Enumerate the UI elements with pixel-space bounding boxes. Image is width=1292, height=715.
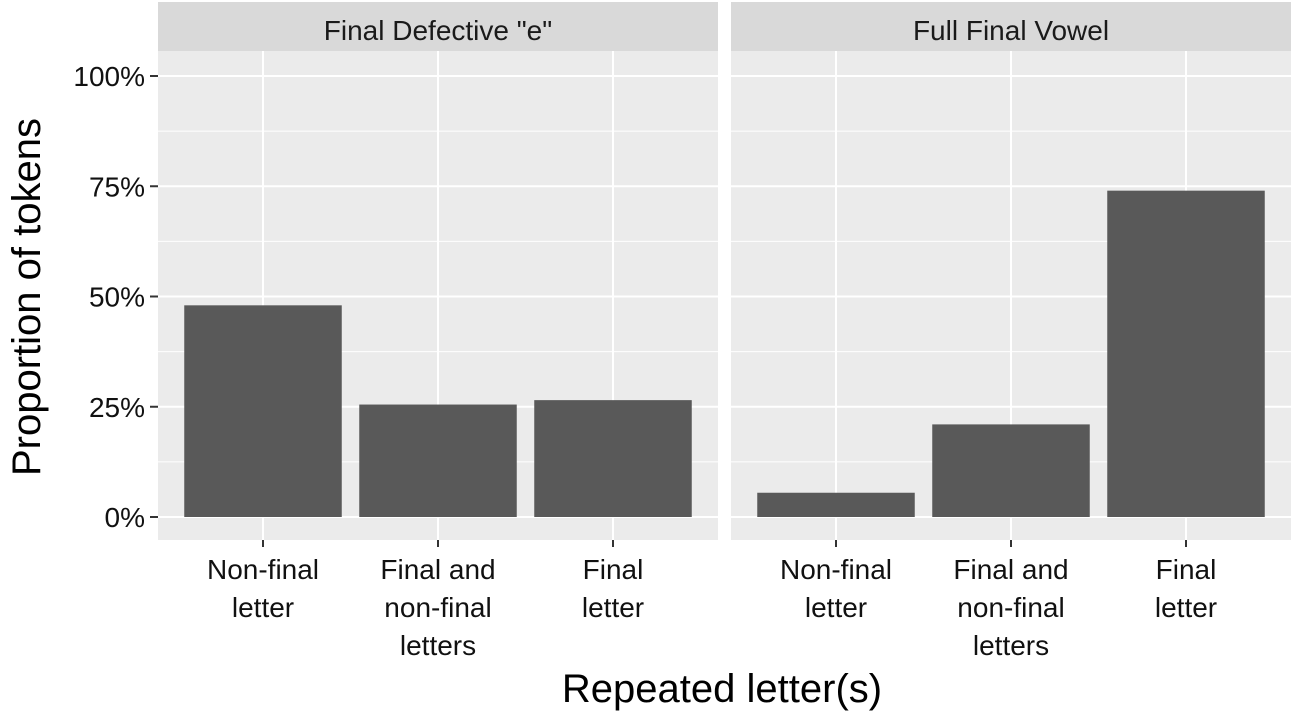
bar (932, 424, 1090, 517)
y-tick-label: 25% (89, 392, 145, 423)
y-tick-label: 0% (105, 502, 145, 533)
x-tick-label: Non-final letter (207, 554, 319, 623)
facet-title: Full Final Vowel (913, 15, 1109, 46)
y-tick-label: 50% (89, 282, 145, 313)
panels-layer: Final Defective "e" Full Final Vowel (158, 2, 1291, 540)
bar (757, 492, 915, 517)
bar (534, 400, 692, 517)
bar (184, 305, 342, 517)
y-axis: 0% 25% 50% 75% 100% (73, 61, 158, 533)
y-tick-label: 75% (89, 171, 145, 202)
bar (359, 404, 517, 517)
x-axis-title: Repeated letter(s) (562, 667, 882, 711)
facet-panel: Full Final Vowel (731, 2, 1291, 540)
y-axis-title: Proportion of tokens (5, 118, 49, 476)
facet-panel: Final Defective "e" (158, 2, 718, 540)
x-tick-label: Final letter (1155, 554, 1217, 623)
facet-strip (731, 2, 1291, 51)
bar (1107, 190, 1265, 517)
y-tick-label: 100% (73, 61, 145, 92)
x-tick-label: Final letter (582, 554, 644, 623)
x-tick-label: Final and non-final letters (953, 554, 1068, 661)
facet-title: Final Defective "e" (324, 15, 552, 46)
x-axis: Non-final letter Final and non-final letters… (207, 540, 1217, 661)
facet-strip (158, 2, 718, 51)
x-tick-label: Final and non-final letters (380, 554, 495, 661)
x-tick-label: Non-final letter (780, 554, 892, 623)
